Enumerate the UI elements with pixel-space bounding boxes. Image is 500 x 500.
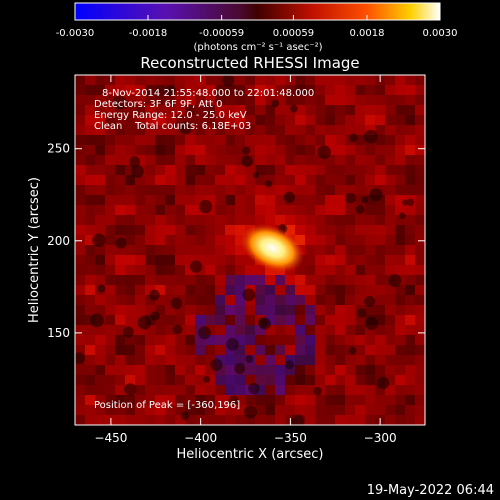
info-block: 8-Nov-2014 21:55:48.000 to 22:01:48.000D… <box>94 88 314 132</box>
x-tick-label: −300 <box>364 431 397 445</box>
x-tick-label: −400 <box>184 431 217 445</box>
y-axis: 150 200 250 <box>47 142 425 340</box>
y-axis-label: Heliocentric Y (arcsec) <box>27 177 42 323</box>
peak-source <box>240 223 305 273</box>
x-tick-label: −350 <box>274 431 307 445</box>
colorbar <box>74 2 441 21</box>
colorbar-unit-label: (photons cm⁻² s⁻¹ asec⁻²) <box>193 42 322 53</box>
x-tick-label: −450 <box>94 431 127 445</box>
info-line: Clean Total counts: 6.18E+03 <box>94 121 251 132</box>
colorbar-tick-label: 0.0018 <box>350 28 385 39</box>
x-axis: −450 −400 −350 −300 <box>94 75 397 445</box>
info-line: Detectors: 3F 6F 9F, Att 0 <box>94 99 222 110</box>
colorbar-tick-label: -0.0018 <box>129 28 168 39</box>
y-tick-label: 200 <box>47 234 70 248</box>
x-axis-label: Heliocentric X (arcsec) <box>177 447 324 462</box>
colorbar-ticks: -0.0030 -0.0018 -0.00059 0.00059 0.0018 0.003… <box>56 15 458 39</box>
timestamp: 19-May-2022 06:44 <box>366 483 494 498</box>
y-tick-label: 250 <box>47 142 70 156</box>
y-tick-label: 150 <box>47 326 70 340</box>
heatmap-image <box>75 75 425 425</box>
plot-frame <box>74 74 426 426</box>
colorbar-tick-label: -0.00059 <box>199 28 244 39</box>
colorbar-tick-label: -0.0030 <box>56 28 95 39</box>
peak-position-label: Position of Peak = [-360,196] <box>94 400 240 411</box>
colorbar-tick-label: 0.00059 <box>273 28 314 39</box>
chart-title: Reconstructed RHESSI Image <box>140 54 359 72</box>
info-line: 8-Nov-2014 21:55:48.000 to 22:01:48.000 <box>102 88 314 99</box>
colorbar-tick-label: 0.0030 <box>423 28 458 39</box>
info-line: Energy Range: 12.0 - 25.0 keV <box>94 110 247 121</box>
